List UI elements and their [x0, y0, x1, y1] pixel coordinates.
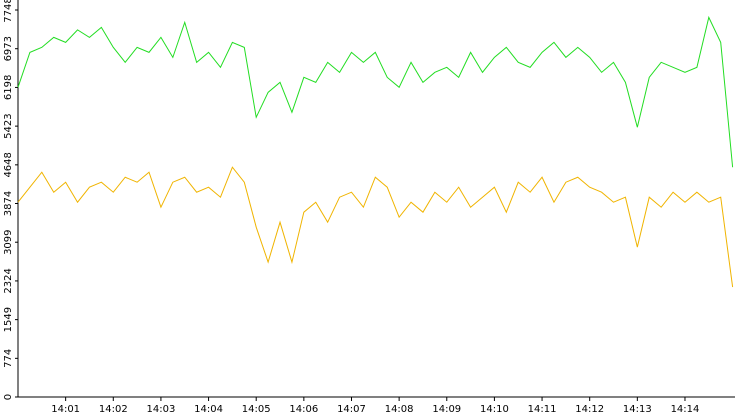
y-tick-label: 3874 — [3, 191, 14, 216]
series-line — [17, 15, 734, 168]
x-tick-label: 14:13 — [623, 404, 652, 415]
y-tick-label: 7748 — [3, 0, 14, 23]
x-tick-label: 14:11 — [528, 404, 557, 415]
x-tick-label: 14:07 — [337, 404, 366, 415]
x-tick-label: 14:01 — [51, 404, 80, 415]
x-tick-label: 14:10 — [480, 404, 509, 415]
y-tick-label: 1549 — [3, 307, 14, 332]
x-tick-label: 14:09 — [432, 404, 461, 415]
x-tick-label: 14:04 — [194, 404, 223, 415]
y-tick-label: 2324 — [3, 268, 14, 293]
x-tick-label: 14:14 — [671, 404, 700, 415]
x-tick-label: 14:06 — [289, 404, 318, 415]
x-tick-label: 14:12 — [575, 404, 604, 415]
y-tick-label: 0 — [3, 394, 14, 400]
y-tick-label: 6973 — [3, 36, 14, 61]
x-tick-label: 14:05 — [242, 404, 271, 415]
y-tick-label: 4648 — [3, 152, 14, 177]
x-tick-label: 14:03 — [147, 404, 176, 415]
x-tick-label: 14:08 — [385, 404, 414, 415]
y-tick-label: 5423 — [3, 113, 14, 138]
y-tick-label: 3099 — [3, 229, 14, 254]
x-tick-label: 14:02 — [99, 404, 128, 415]
y-tick-label: 6198 — [3, 75, 14, 100]
series-line — [17, 166, 734, 288]
y-tick-label: 774 — [3, 349, 14, 368]
